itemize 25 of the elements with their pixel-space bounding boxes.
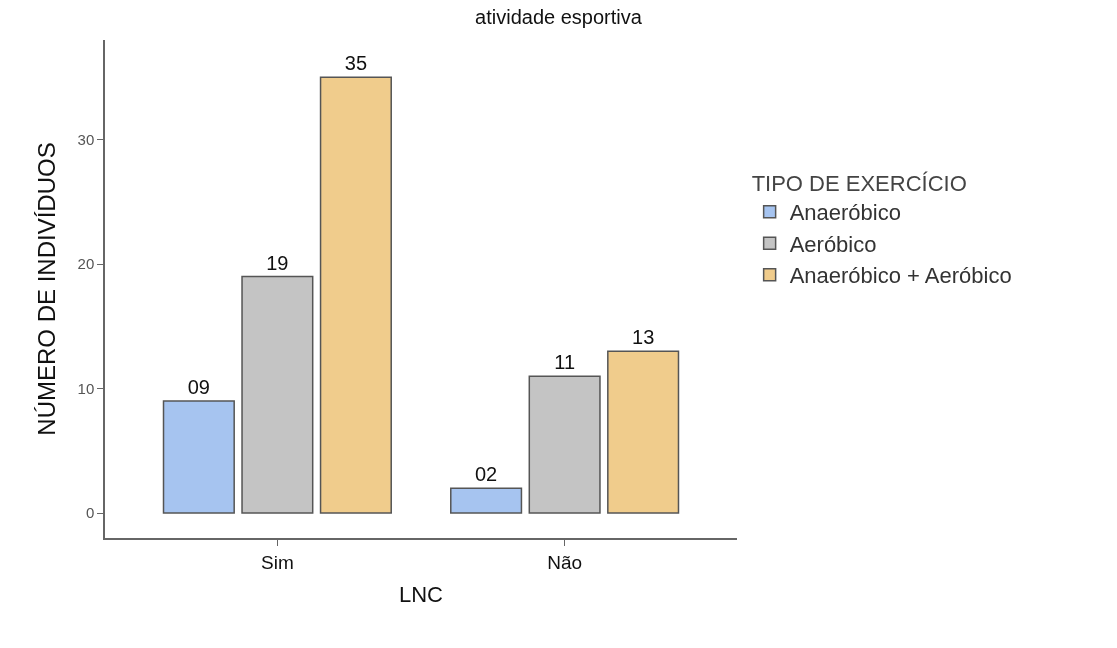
data-label: 09: [187, 376, 210, 399]
x-axis-title: LNC: [398, 581, 444, 607]
legend-label: Aeróbico: [789, 231, 877, 257]
bar: [241, 275, 314, 514]
x-tick-label: Não: [547, 551, 583, 573]
legend-title: TIPO DE EXERCÍCIO: [751, 170, 967, 196]
x-tick-label: Sim: [260, 551, 294, 573]
bar: [450, 487, 523, 514]
chart-title: atividade esportiva: [475, 5, 643, 28]
y-tick-label: 20: [77, 255, 95, 273]
y-tick-label: 30: [77, 130, 95, 148]
data-label: 13: [632, 326, 655, 349]
legend-label: Anaeróbico: [789, 200, 901, 226]
data-label: 35: [344, 52, 368, 75]
data-label: 11: [554, 351, 576, 374]
y-axis-title: NÚMERO DE INDIVÍDUOS: [33, 142, 61, 436]
y-tick-label: 10: [77, 379, 95, 397]
data-label: 02: [474, 463, 498, 486]
y-tick-label: 0: [85, 504, 95, 522]
bar: [607, 350, 680, 514]
bar: [319, 76, 392, 514]
data-label: 19: [266, 251, 289, 274]
bar: [162, 400, 235, 514]
bar: [528, 375, 601, 514]
legend-label: Anaeróbico + Aeróbico: [789, 263, 1012, 289]
